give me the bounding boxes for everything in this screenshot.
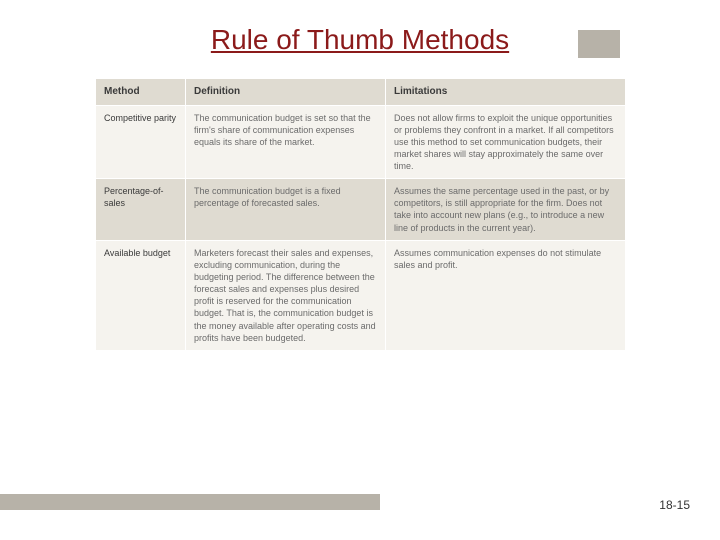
- cell-method: Available budget: [96, 240, 186, 350]
- cell-definition: Marketers forecast their sales and expen…: [186, 240, 386, 350]
- slide: Rule of Thumb Methods Method Definition …: [0, 0, 720, 540]
- table-row: Percentage-of-sales The communication bu…: [96, 179, 626, 241]
- cell-definition: The communication budget is a fixed perc…: [186, 179, 386, 241]
- footer-bar-decoration: [0, 494, 380, 510]
- table-row: Available budget Marketers forecast thei…: [96, 240, 626, 350]
- cell-limitations: Assumes the same percentage used in the …: [386, 179, 626, 241]
- cell-definition: The communication budget is set so that …: [186, 105, 386, 179]
- page-number: 18-15: [659, 498, 690, 512]
- cell-limitations: Does not allow firms to exploit the uniq…: [386, 105, 626, 179]
- methods-table: Method Definition Limitations Competitiv…: [95, 78, 626, 351]
- cell-method: Competitive parity: [96, 105, 186, 179]
- corner-decoration: [578, 30, 620, 58]
- col-definition: Definition: [186, 79, 386, 106]
- cell-method: Percentage-of-sales: [96, 179, 186, 241]
- table-row: Competitive parity The communication bud…: [96, 105, 626, 179]
- col-method: Method: [96, 79, 186, 106]
- table-header-row: Method Definition Limitations: [96, 79, 626, 106]
- cell-limitations: Assumes communication expenses do not st…: [386, 240, 626, 350]
- col-limitations: Limitations: [386, 79, 626, 106]
